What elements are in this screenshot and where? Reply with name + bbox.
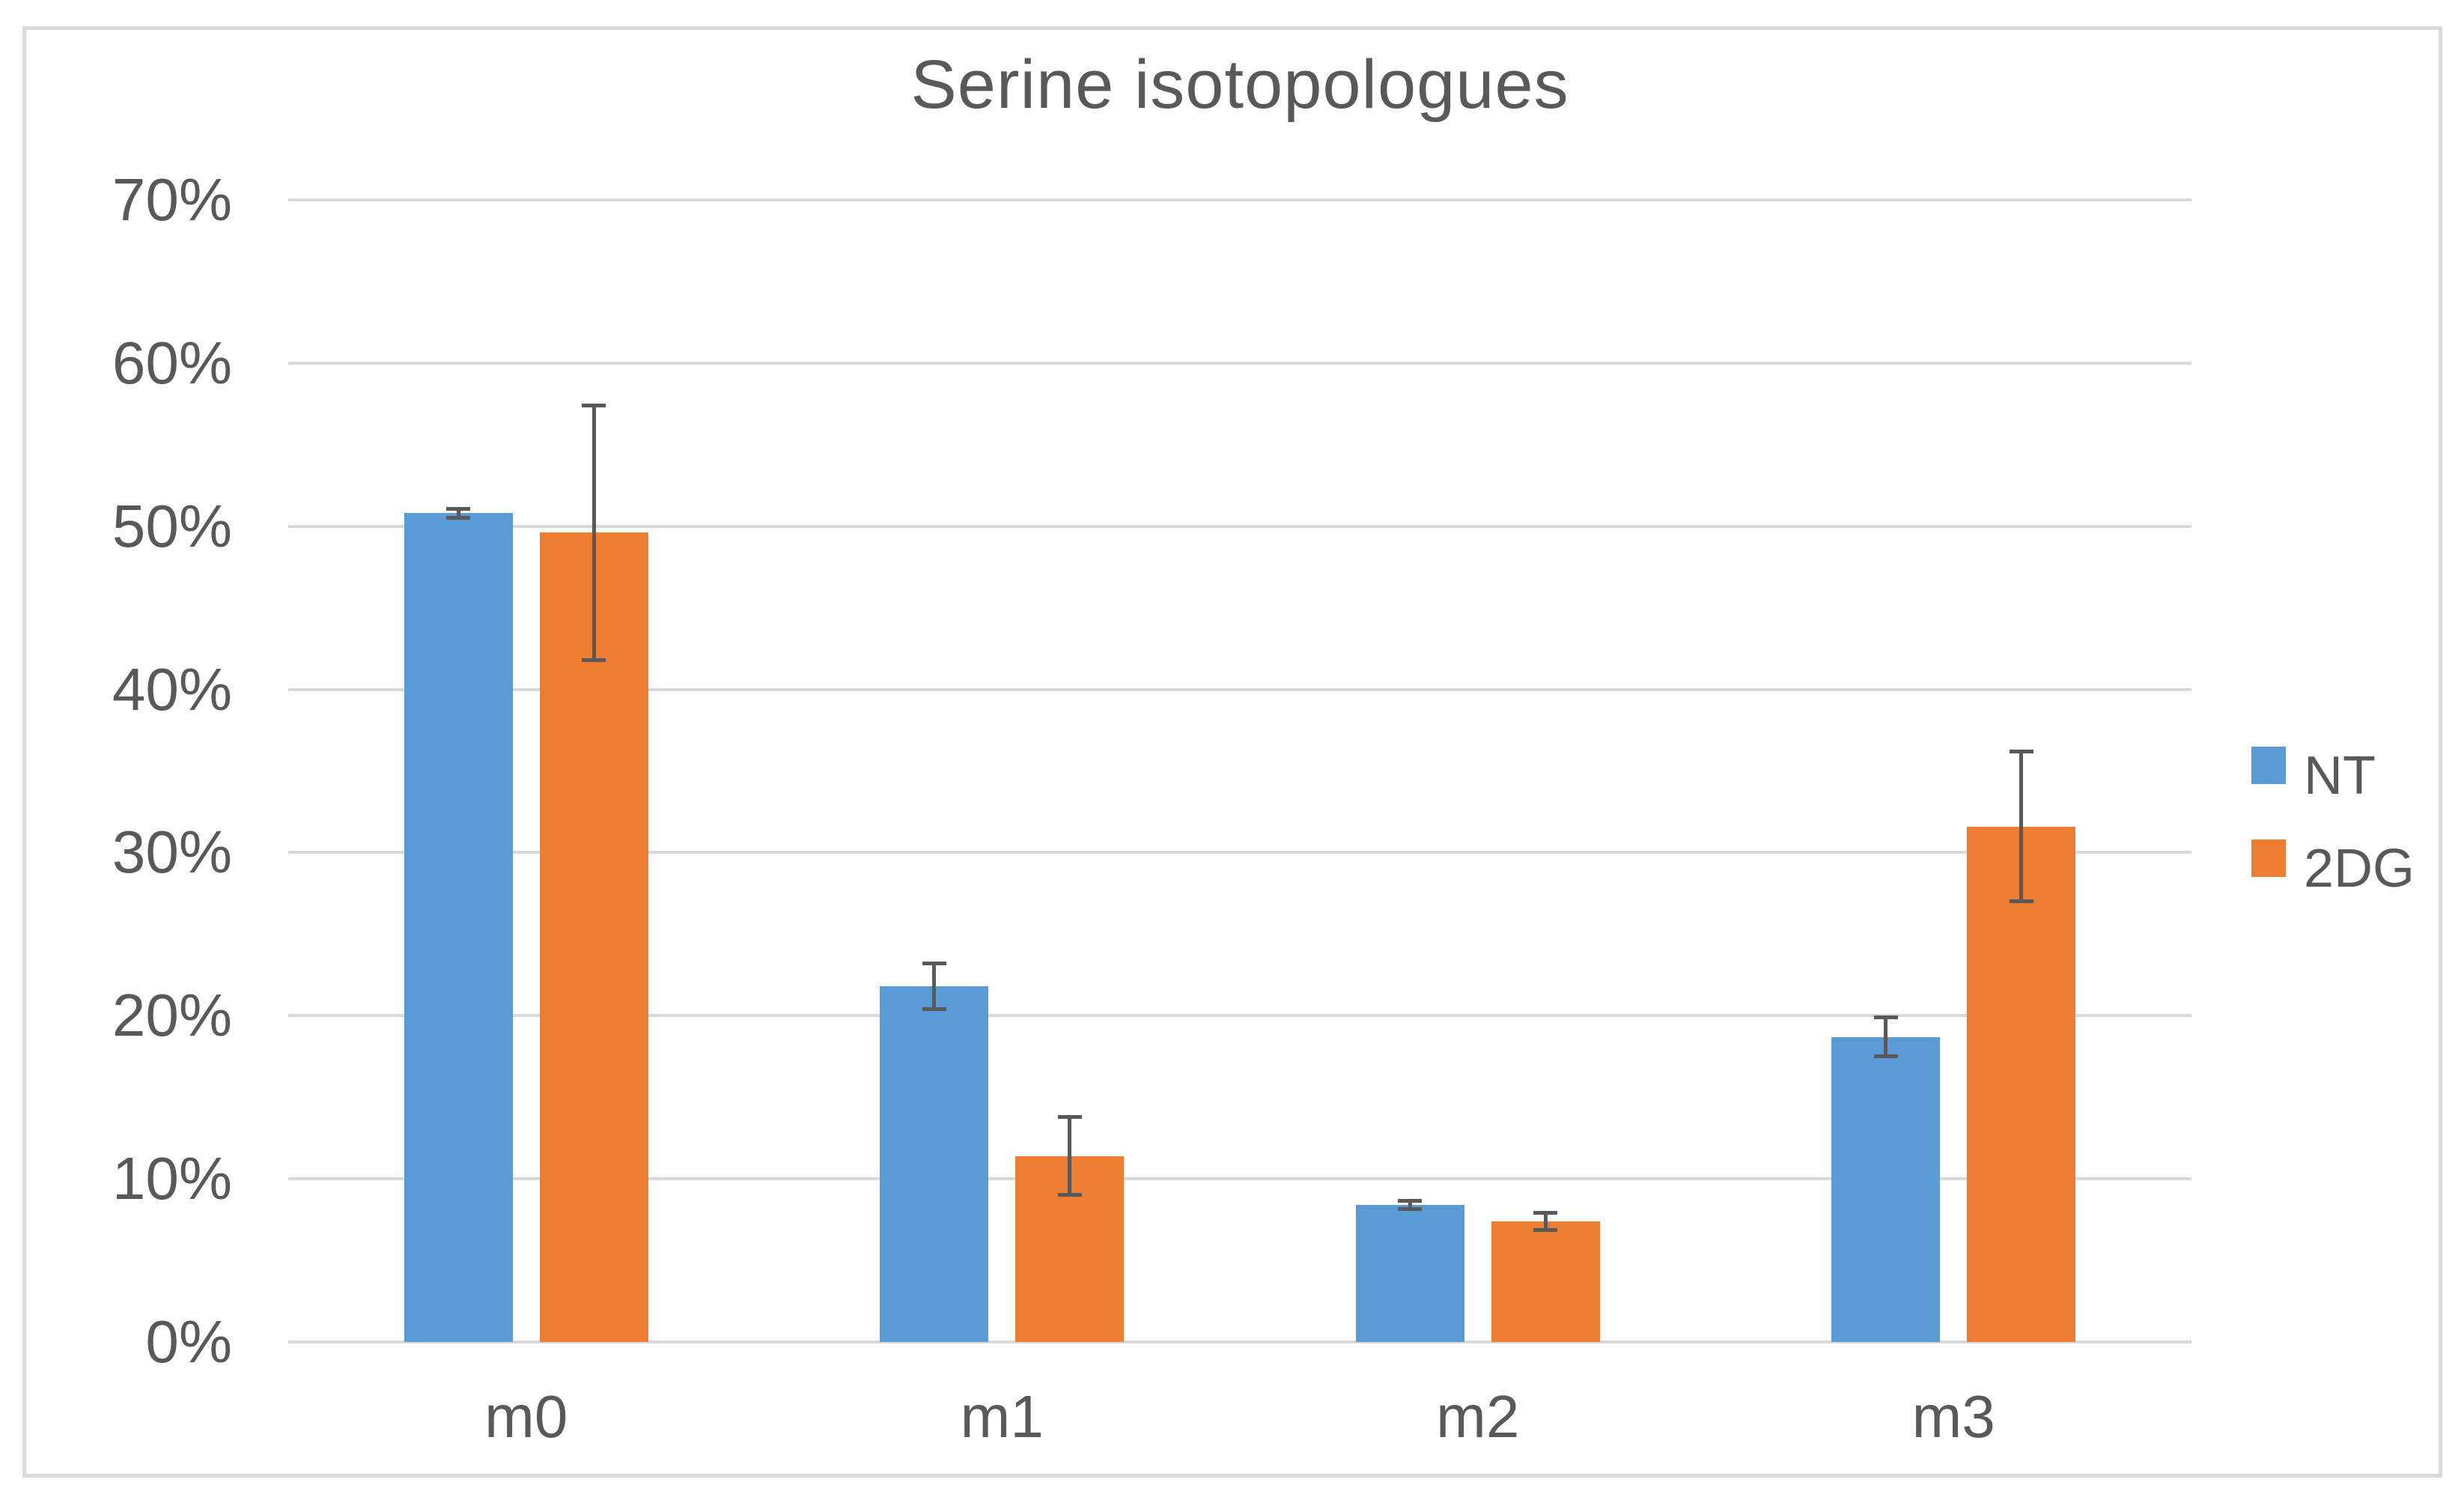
error-bar-cap-bottom <box>582 658 606 662</box>
bar-2DG-m0 <box>539 532 648 1342</box>
bar-NT-m1 <box>880 986 989 1342</box>
y-tick-label: 20% <box>112 982 232 1049</box>
error-bar-cap-bottom <box>2009 899 2033 903</box>
bar-NT-m0 <box>404 513 513 1342</box>
y-tick-label: 50% <box>112 492 232 559</box>
bar-2DG-m2 <box>1491 1221 1600 1342</box>
error-bar-cap-top <box>1398 1199 1423 1203</box>
x-axis-label-m1: m1 <box>960 1383 1044 1450</box>
gridline-0 <box>288 1340 2191 1343</box>
error-bar-NT-m3 <box>1884 1015 1888 1058</box>
error-bar-cap-top <box>582 404 606 408</box>
error-bar-2DG-m3 <box>2019 750 2024 903</box>
error-bar-cap-top <box>1873 1015 1898 1020</box>
error-bar-NT-m2 <box>1408 1199 1412 1211</box>
y-tick-label: 40% <box>112 655 232 723</box>
y-tick-label: 60% <box>112 329 232 396</box>
chart-frame <box>22 26 2442 1478</box>
legend-swatch-NT <box>2251 747 2286 784</box>
legend-swatch-2DG <box>2251 839 2286 877</box>
bar-2DG-m3 <box>1967 826 2076 1342</box>
error-bar-cap-top <box>2009 750 2033 754</box>
error-bar-2DG-m2 <box>1543 1210 1548 1232</box>
error-bar-cap-bottom <box>1873 1054 1898 1058</box>
gridline-10 <box>288 1177 2191 1181</box>
error-bar-cap-top <box>446 506 471 511</box>
error-bar-NT-m0 <box>456 506 460 520</box>
error-bar-2DG-m0 <box>591 404 596 662</box>
x-axis-label-m2: m2 <box>1436 1383 1520 1450</box>
legend-label-NT: NT <box>2304 746 2376 806</box>
gridline-50 <box>288 524 2191 528</box>
legend-label-2DG: 2DG <box>2304 839 2415 899</box>
gridline-20 <box>288 1014 2191 1018</box>
error-bar-cap-bottom <box>1057 1193 1082 1197</box>
y-tick-label: 10% <box>112 1145 232 1212</box>
error-bar-2DG-m1 <box>1068 1115 1072 1197</box>
error-bar-cap-bottom <box>1398 1206 1423 1211</box>
error-bar-cap-top <box>1057 1115 1082 1120</box>
y-tick-label: 30% <box>112 819 232 886</box>
error-bar-cap-bottom <box>446 516 471 520</box>
error-bar-cap-bottom <box>922 1006 946 1011</box>
bar-NT-m3 <box>1831 1036 1941 1342</box>
error-bar-cap-top <box>1533 1210 1558 1215</box>
y-tick-label: 70% <box>112 166 232 233</box>
y-tick-label: 0% <box>145 1308 232 1375</box>
gridline-60 <box>288 361 2191 365</box>
error-bar-cap-bottom <box>1533 1227 1558 1232</box>
bar-NT-m2 <box>1355 1205 1464 1342</box>
chart-title: Serine isotopologues <box>910 46 1569 123</box>
gridline-70 <box>288 198 2191 201</box>
error-bar-cap-top <box>922 962 946 966</box>
x-axis-label-m3: m3 <box>1911 1383 1995 1450</box>
x-axis-label-m0: m0 <box>484 1383 568 1450</box>
gridline-30 <box>288 851 2191 854</box>
gridline-40 <box>288 687 2191 691</box>
error-bar-NT-m1 <box>932 962 937 1011</box>
